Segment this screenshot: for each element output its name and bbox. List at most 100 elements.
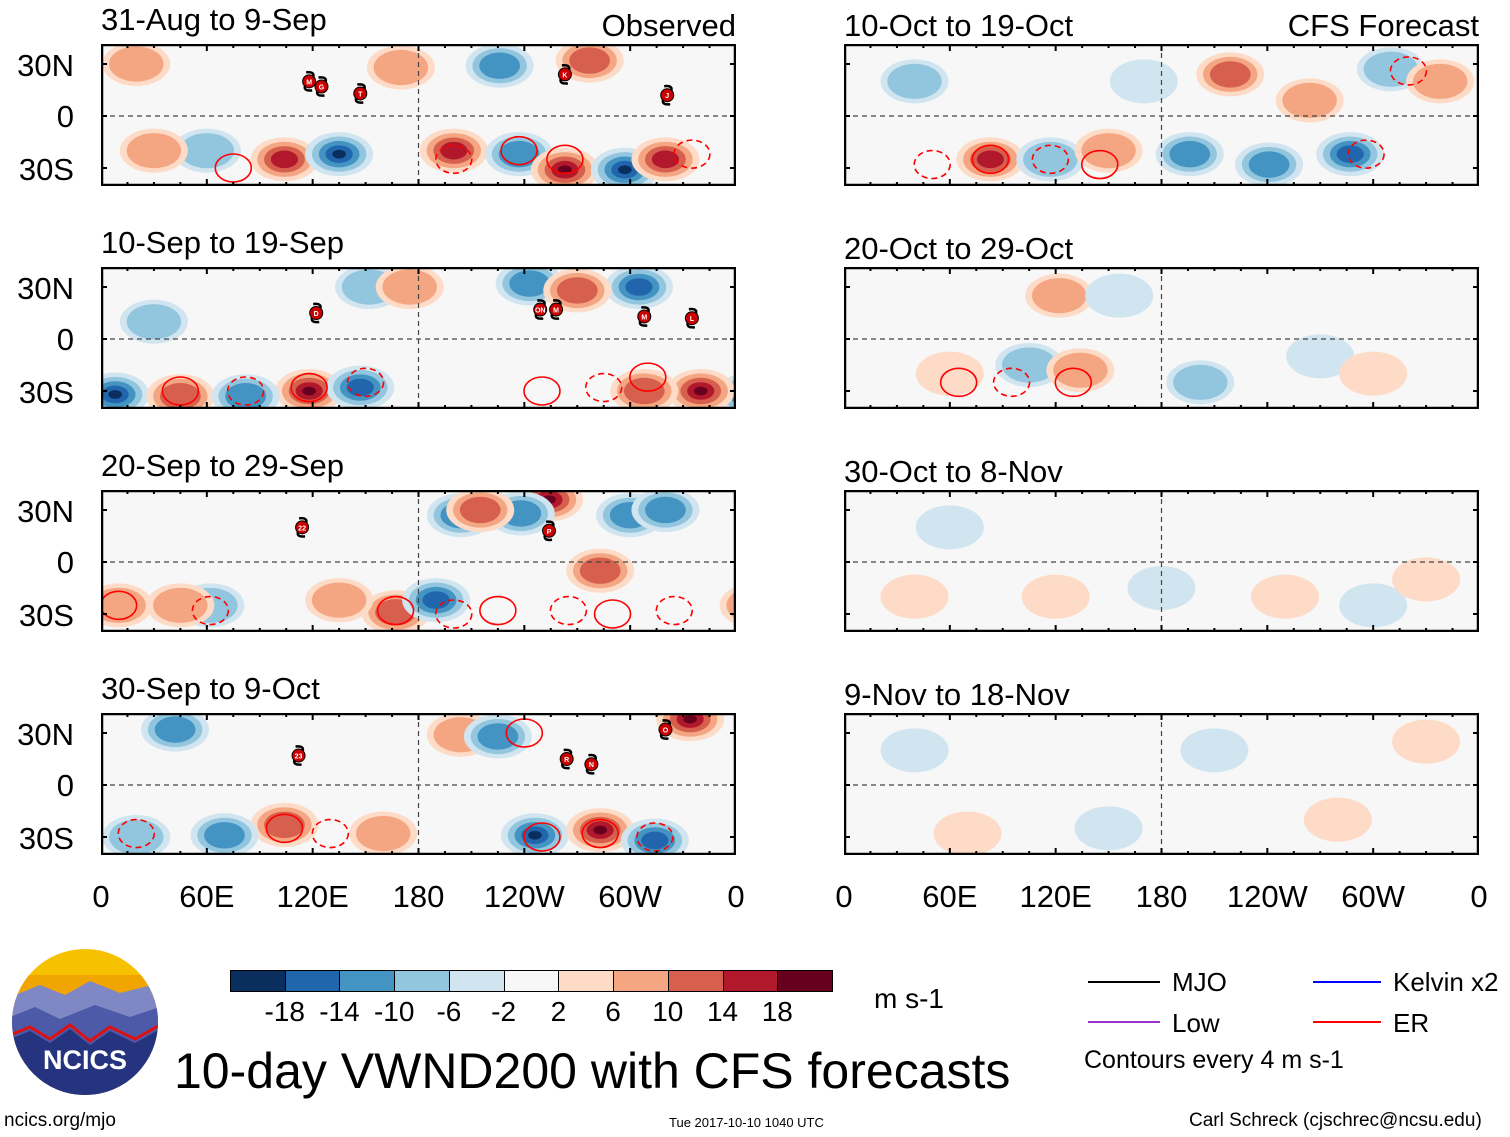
- anomaly-level: [264, 811, 305, 839]
- positive-anomaly: [102, 44, 171, 86]
- tropical-cyclone-marker: M: [549, 299, 564, 320]
- anomaly-level: [101, 587, 146, 623]
- negative-anomaly: [402, 578, 471, 623]
- panel-title: 10-Sep to 19-Sep: [101, 225, 345, 260]
- negative-anomaly: [119, 299, 188, 344]
- anomaly-level: [641, 831, 669, 850]
- x-tick-label: 0: [92, 879, 110, 914]
- negative-anomaly: [995, 343, 1064, 387]
- er-contour-negative: [311, 818, 350, 849]
- negative-anomaly: [604, 267, 673, 309]
- anomaly-level: [422, 591, 450, 609]
- tropical-cyclone-marker: O: [658, 719, 673, 740]
- er-contour-negative: [992, 367, 1031, 398]
- er-contour-negative: [913, 149, 951, 180]
- er-contour-negative: [191, 595, 230, 626]
- anomaly-level: [153, 587, 208, 623]
- y-tick-label: 30S: [18, 375, 74, 410]
- x-tick-label: 60E: [179, 879, 235, 914]
- anomaly-level: [1248, 151, 1290, 178]
- colorbar-label: -10: [373, 996, 415, 1027]
- anomaly-level: [693, 386, 708, 396]
- positive-anomaly: [631, 137, 700, 182]
- legend-line-er: [1313, 1021, 1381, 1023]
- positive-anomaly: [446, 490, 515, 532]
- panel-title: 10-Oct to 19-Oct: [844, 8, 1074, 43]
- anomaly-level: [569, 47, 610, 74]
- positive-anomaly: [1339, 351, 1408, 396]
- negative-anomaly: [631, 490, 700, 532]
- tropical-cyclone-marker: M: [637, 306, 652, 327]
- er-contour-positive: [479, 595, 517, 626]
- anomaly-level: [382, 269, 437, 305]
- anomaly-level: [477, 723, 519, 750]
- negative-anomaly: [915, 505, 984, 550]
- anomaly-level: [528, 830, 542, 840]
- cyclone-icon-body: [684, 311, 699, 326]
- er-contour-negative: [434, 144, 473, 175]
- colorbar-label: 6: [605, 996, 621, 1027]
- er-contour-positive: [1080, 149, 1119, 180]
- positive-anomaly: [366, 45, 435, 90]
- y-tick-label: 0: [56, 322, 74, 357]
- negative-anomaly: [141, 713, 210, 752]
- x-tick-label: 180: [1135, 879, 1188, 914]
- anomaly-level: [915, 351, 984, 396]
- anomaly-level: [126, 304, 182, 340]
- y-tick-label: 30N: [17, 717, 74, 752]
- legend-label-er: ER: [1393, 1008, 1430, 1038]
- ncics-logo: NCICS: [12, 949, 158, 1095]
- anomaly-level: [1173, 364, 1228, 400]
- tropical-cyclone-marker: J: [660, 84, 675, 106]
- y-tick-label: 30S: [18, 821, 74, 856]
- y-tick-label: 30N: [17, 494, 74, 529]
- tropical-cyclone-marker: M: [302, 70, 317, 92]
- x-tick-label: 120W: [483, 879, 565, 914]
- cyclone-icon-body: [559, 752, 574, 766]
- contour-note: Contours every 4 m s-1: [1084, 1046, 1344, 1074]
- negative-anomaly: [500, 813, 569, 855]
- colorbar-swatch: [722, 970, 779, 992]
- negative-anomaly: [880, 59, 949, 104]
- negative-anomaly: [1180, 728, 1249, 773]
- anomaly-level: [373, 49, 429, 86]
- anomaly-level: [1339, 351, 1408, 396]
- map-panel: D ON M M L: [101, 267, 736, 409]
- y-tick-label: 30N: [17, 271, 74, 306]
- anomaly-level: [1169, 140, 1211, 168]
- storm-label: 23: [295, 754, 303, 761]
- x-tick-label: 180: [392, 879, 445, 914]
- panel-title: 31-Aug to 9-Sep: [101, 2, 327, 37]
- anomaly-level: [109, 819, 164, 855]
- negative-anomaly: [1155, 132, 1224, 177]
- positive-anomaly: [666, 369, 735, 409]
- positive-anomaly: [1392, 719, 1461, 764]
- anomaly-level: [440, 141, 468, 160]
- x-tick-label: 120E: [276, 879, 349, 914]
- anomaly-level: [933, 811, 1002, 855]
- colorbar-swatch: [558, 970, 615, 992]
- anomaly-level: [887, 63, 942, 99]
- y-tick-label: 30S: [18, 598, 74, 633]
- anomaly-level: [1392, 557, 1461, 602]
- footer-url[interactable]: ncics.org/mjo: [4, 1110, 116, 1131]
- negative-anomaly: [1127, 566, 1196, 610]
- colorbar-label: -14: [319, 996, 360, 1027]
- tropical-cyclone-marker: R: [559, 748, 574, 770]
- anomaly-level: [1303, 797, 1372, 842]
- anomaly-level: [625, 278, 653, 296]
- storm-label: O: [663, 728, 669, 735]
- tropical-cyclone-marker: K: [557, 64, 572, 85]
- cyclone-icon-body: [533, 302, 548, 317]
- er-contour-negative: [655, 595, 694, 626]
- cyclone-icon-body: [314, 79, 329, 94]
- anomaly-level: [1127, 566, 1196, 610]
- x-tick-label: 0: [835, 879, 853, 914]
- map-panel: [844, 267, 1479, 409]
- negative-anomaly: [1166, 360, 1235, 405]
- anomaly-level: [1209, 61, 1251, 88]
- positive-anomaly: [1196, 52, 1265, 97]
- positive-anomaly: [1303, 797, 1372, 842]
- negative-anomaly: [102, 815, 171, 855]
- colorbar-label: -6: [436, 996, 462, 1027]
